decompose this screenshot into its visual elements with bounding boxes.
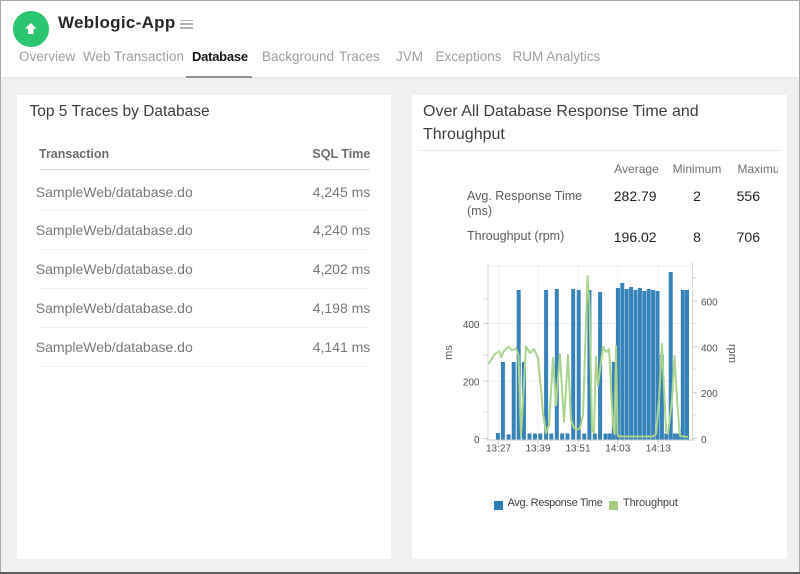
svg-text:600: 600 <box>701 298 718 309</box>
svg-text:0: 0 <box>474 435 480 446</box>
svg-text:200: 200 <box>463 378 480 389</box>
svg-text:0: 0 <box>701 435 707 446</box>
svg-text:13:39: 13:39 <box>525 444 550 455</box>
svg-text:200: 200 <box>701 389 718 400</box>
svg-text:rpm: rpm <box>726 344 738 363</box>
svg-text:ms: ms <box>443 345 455 360</box>
svg-text:14:13: 14:13 <box>646 444 671 455</box>
svg-text:14:03: 14:03 <box>605 444 630 455</box>
svg-text:13:51: 13:51 <box>565 444 590 455</box>
svg-text:13:27: 13:27 <box>486 444 511 455</box>
svg-text:400: 400 <box>701 343 718 354</box>
svg-text:400: 400 <box>463 320 480 331</box>
